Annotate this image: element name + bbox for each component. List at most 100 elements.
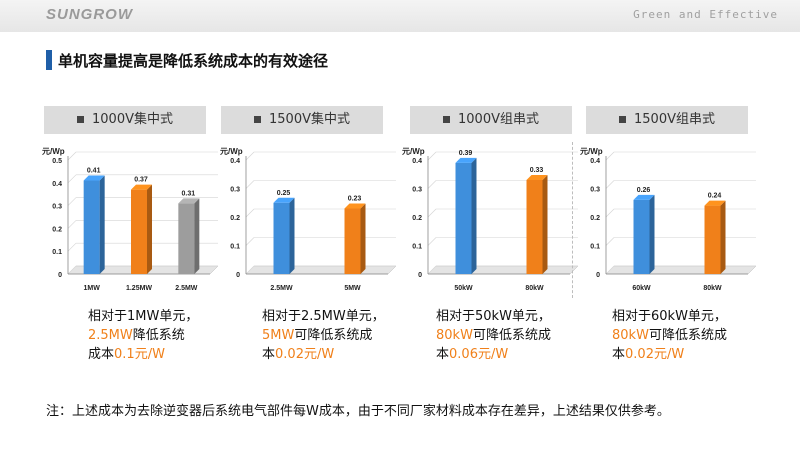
y-tick-label: 0.1 — [590, 244, 600, 251]
bar-top — [178, 198, 200, 204]
bar — [131, 189, 147, 274]
panel-header-2: 1500V集中式 — [221, 106, 383, 134]
bar-chart-1: 元/Wp 0 0.1 0.2 0.3 0.4 0.5 0.41 1MW 0.37 1.25MW 0.3… — [42, 147, 219, 292]
gridline — [605, 208, 615, 218]
y-tick-label: 0.2 — [590, 215, 600, 222]
y-tick-label: 0.4 — [52, 181, 62, 188]
desc-text: 本 — [262, 347, 276, 362]
desc-line: 本0.02元/W — [612, 345, 772, 364]
bar-side — [720, 200, 726, 274]
data-label: 0.25 — [277, 190, 291, 197]
y-tick-label: 0.4 — [230, 158, 240, 165]
bullet-square-icon — [254, 116, 261, 123]
bar-top — [131, 184, 152, 190]
page-title: 单机容量提高是降低系统成本的有效途径 — [58, 52, 329, 70]
panel-title: 1500V集中式 — [269, 112, 350, 127]
y-tick-label: 0 — [596, 272, 600, 279]
bar — [526, 179, 543, 274]
y-tick-label: 0.1 — [412, 244, 422, 251]
bar-side — [289, 197, 295, 274]
y-tick-label: 0.2 — [230, 215, 240, 222]
gridline — [427, 151, 437, 161]
bar-top — [273, 197, 295, 203]
panel-header-3: 1000V组串式 — [410, 106, 572, 134]
company-logo: SUNGROW — [46, 6, 133, 23]
data-label: 0.31 — [182, 190, 196, 197]
data-label: 0.26 — [637, 187, 651, 194]
highlight-value: 80kW — [436, 328, 473, 343]
panel-title: 1000V组串式 — [458, 112, 539, 127]
y-tick-label: 0.1 — [230, 244, 240, 251]
desc-line: 相对于60kW单元， — [612, 309, 727, 324]
bar-top — [344, 203, 366, 209]
bar-side — [360, 203, 366, 274]
x-tick-label: 60kW — [632, 285, 651, 292]
bar-top — [633, 194, 655, 200]
panel-title: 1500V组串式 — [634, 112, 715, 127]
panel-header-4: 1500V组串式 — [586, 106, 748, 134]
x-tick-label: 2.5MW — [175, 285, 198, 292]
highlight-value: 0.1元/W — [114, 347, 165, 362]
gridline — [245, 151, 255, 161]
chart-floor — [605, 265, 757, 275]
data-label: 0.37 — [134, 177, 148, 184]
gridline — [427, 180, 437, 189]
bar-side — [542, 174, 548, 274]
y-axis-label: 元/Wp — [580, 147, 603, 156]
bar-side — [471, 157, 477, 274]
divider — [572, 142, 574, 298]
x-tick-label: 50kW — [454, 285, 473, 292]
bar-chart-4: 元/Wp 0 0.1 0.2 0.3 0.4 0.26 60kW 0.24 80kW — [580, 147, 757, 292]
highlight-value: 5MW — [262, 328, 295, 343]
bar — [83, 180, 100, 274]
desc-text: 成本 — [88, 347, 115, 362]
desc-line: 成本0.1元/W — [88, 345, 248, 364]
desc-text: 可降低系统成 — [648, 328, 727, 343]
gridline — [245, 208, 255, 218]
y-tick-label: 0.3 — [590, 187, 600, 194]
gridline — [245, 265, 255, 275]
y-tick-label: 0 — [58, 272, 62, 279]
panel-description-3: 相对于50kW单元， 80kW可降低系统成 本0.06元/W — [436, 307, 596, 364]
data-label: 0.24 — [708, 193, 722, 200]
bar-side — [99, 175, 105, 274]
bar-top — [455, 157, 477, 163]
bar-top — [526, 174, 548, 180]
y-tick-label: 0.4 — [590, 158, 600, 165]
y-tick-label: 0.3 — [412, 187, 422, 194]
x-tick-label: 1MW — [83, 285, 100, 292]
y-axis-label: 元/Wp — [220, 147, 243, 156]
gridline — [245, 237, 255, 246]
y-tick-label: 0 — [418, 272, 422, 279]
desc-text: 可降低系统成 — [294, 328, 373, 343]
highlight-value: 80kW — [612, 328, 649, 343]
bar-side — [649, 194, 655, 274]
y-axis-label: 元/Wp — [402, 147, 425, 156]
desc-line: 80kW可降低系统成 — [436, 326, 596, 345]
gridline — [605, 237, 615, 246]
top-bar: SUNGROW Green and Effective — [0, 0, 800, 32]
gridline — [67, 197, 77, 206]
bullet-square-icon — [77, 116, 84, 123]
gridline — [427, 208, 437, 218]
y-tick-label: 0.2 — [412, 215, 422, 222]
desc-line: 2.5MW降低系统 — [88, 326, 248, 345]
x-tick-label: 80kW — [703, 285, 722, 292]
x-tick-label: 1.25MW — [126, 285, 152, 292]
desc-line: 本0.06元/W — [436, 345, 596, 364]
gridline — [67, 242, 77, 252]
x-tick-label: 80kW — [525, 285, 544, 292]
desc-line: 5MW可降低系统成 — [262, 326, 422, 345]
highlight-value: 0.02元/W — [275, 347, 335, 362]
x-tick-label: 5MW — [344, 285, 361, 292]
highlight-value: 0.02元/W — [625, 347, 685, 362]
y-tick-label: 0.4 — [412, 158, 422, 165]
bar-chart-2: 元/Wp 0 0.1 0.2 0.3 0.4 0.25 2.5MW 0.23 5MW — [220, 147, 397, 292]
chart-floor — [245, 265, 397, 275]
data-label: 0.23 — [348, 195, 362, 202]
gridline — [67, 151, 77, 161]
bar-side — [194, 198, 200, 274]
bar-chart-3: 元/Wp 0 0.1 0.2 0.3 0.4 0.39 50kW 0.33 80kW — [402, 147, 579, 292]
panel-title: 1000V集中式 — [92, 112, 173, 127]
gridline — [605, 151, 615, 161]
